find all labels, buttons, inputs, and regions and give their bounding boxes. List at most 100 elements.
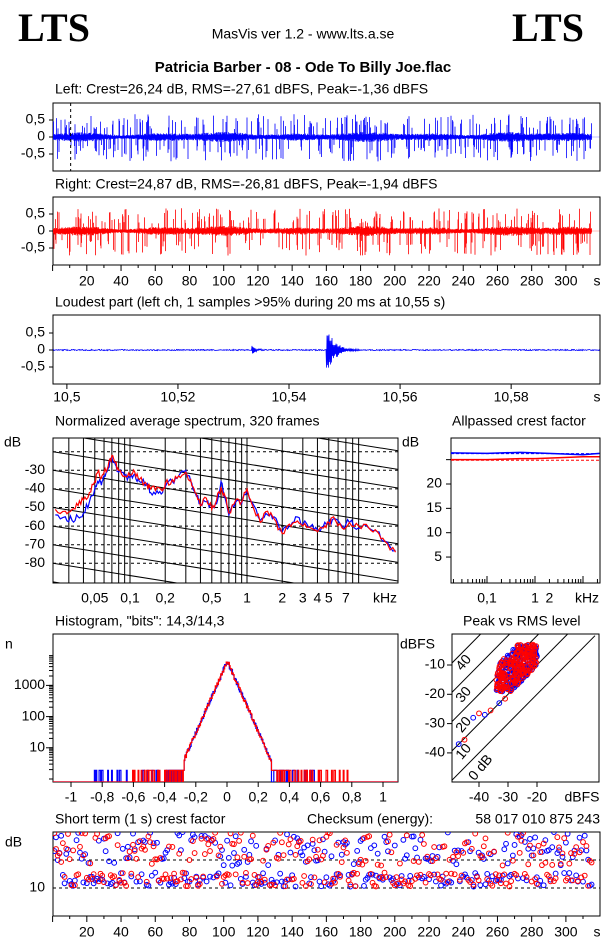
crest-short-point-right (89, 876, 95, 882)
histogram-series-right (53, 661, 398, 782)
peak-rms-point-right (516, 669, 523, 676)
crest-short-point-left (533, 874, 540, 881)
time-axis-label: 20 (79, 273, 95, 289)
crest-short-point-right (301, 873, 308, 879)
crest-short-xtick-label: 60 (147, 924, 163, 940)
time-axis-label: 60 (147, 273, 163, 289)
histogram-xtick-label: -0,8 (90, 789, 114, 805)
peak-rms-point-right (503, 662, 510, 669)
crest-short-point-left (556, 847, 562, 854)
crest-short-point-left (400, 837, 407, 843)
crest-short-point-right (359, 861, 366, 868)
crest-short-point-left (576, 834, 583, 841)
crest-short-point-left (148, 872, 155, 879)
crest-short-point-left (287, 849, 294, 856)
crest-short-point-right (268, 881, 275, 888)
crest-short-point-right (195, 882, 201, 889)
crest-short-point-right (335, 870, 342, 877)
crest-short-point-right (333, 841, 340, 848)
crest-short-point-left (470, 883, 477, 890)
crest-short-point-left (260, 870, 266, 877)
crest-short-point-right (503, 880, 509, 887)
crest-short-point-right (554, 834, 561, 841)
loudest-xtick-label: 10,52 (160, 389, 195, 405)
crest-short-point-right (106, 833, 112, 840)
spectrum-ytick-label: -50 (25, 498, 45, 514)
crest-short-point-left (241, 846, 248, 853)
loudest-xtick-label: 10,5 (53, 389, 80, 405)
crest-short-point-right (320, 852, 326, 859)
crest-short-point-right (492, 871, 499, 878)
crest-short-point-right (521, 870, 528, 877)
allpassed-xtick-label: 1 (531, 590, 539, 606)
spectrum-slope-line (80, 438, 398, 489)
crest-short-xtick-label: 120 (246, 924, 270, 940)
peak-rms-xunit: dBFS (564, 789, 599, 805)
checksum-label: Checksum (energy): (307, 811, 433, 827)
spectrum-xtick-label: 5 (325, 590, 333, 606)
spectrum-slope-line (53, 507, 398, 563)
crest-short-point-left (551, 832, 557, 835)
allpassed-series (451, 451, 600, 461)
crest-short-point-left (95, 837, 102, 844)
crest-short-point-left (434, 853, 441, 860)
spectrum-xtick-label: 0,2 (155, 590, 175, 606)
crest-short-point-right (441, 843, 448, 850)
crest-short-point-right (539, 862, 545, 869)
crest-short-point-left (530, 845, 537, 852)
crest-short-point-left (412, 845, 419, 852)
crest-short-point-left (371, 842, 378, 849)
crest-short-point-left (361, 882, 367, 889)
crest-short-point-right (432, 855, 439, 862)
crest-short-point-left (152, 869, 159, 876)
crest-short-point-right (342, 837, 349, 844)
crest-short-point-right (513, 872, 520, 878)
crest-diagonal-line (452, 634, 569, 752)
histogram-series (53, 661, 398, 782)
crest-short-point-right (489, 882, 496, 889)
crest-short-point-right (123, 883, 130, 889)
crest-short-point-left (391, 842, 398, 849)
crest-short-point-right (190, 838, 196, 845)
crest-short-point-right (280, 852, 287, 858)
spectrum-slope-line (197, 438, 398, 470)
peak-rms-xtick-label: -20 (527, 789, 547, 805)
crest-short-point-right (338, 859, 345, 865)
crest-short-point-left (532, 834, 539, 841)
left-channel-waveform (53, 114, 600, 162)
allpassed-plot-frame (450, 437, 601, 584)
crest-short-point-left (243, 873, 249, 880)
spectrum-title: Normalized average spectrum, 320 frames (55, 413, 320, 429)
loudest-ytick-label: 0 (37, 341, 45, 357)
crest-short-point-left (506, 873, 513, 880)
peak-rms-point-right (526, 664, 532, 670)
crest-short-point-right (70, 847, 77, 854)
crest-short-point-right (574, 878, 581, 884)
allpassed-ylabel: dB (402, 434, 419, 450)
crest-short-point-left (128, 873, 135, 880)
peak-rms-point-right (529, 660, 536, 667)
peak-rms-ytick-label: -20 (425, 685, 445, 701)
crest-short-point-left (462, 871, 468, 878)
crest-short-point-right (535, 842, 542, 849)
crest-diagonal-line (452, 634, 511, 693)
histogram-title: Histogram, "bits": 14,3/14,3 (55, 613, 225, 629)
crest-short-point-right (285, 841, 292, 848)
crest-short-xtick-label: 180 (349, 924, 373, 940)
crest-short-point-left (342, 841, 349, 848)
crest-short-point-left (198, 833, 205, 839)
crest-short-point-right (366, 833, 373, 840)
crest-short-point-left (581, 832, 588, 839)
left-channel-ytick-label: -0,5 (21, 145, 45, 161)
crest-short-point-right (357, 856, 364, 863)
spectrum-ytick-label: -70 (25, 535, 45, 551)
crest-short-point-left (407, 873, 414, 879)
crest-short-point-right (114, 842, 121, 848)
crest-short-point-right (525, 861, 532, 868)
crest-short-point-left (338, 851, 345, 858)
crest-short-point-right (419, 832, 426, 838)
peak-rms-ytick-label: -10 (425, 656, 445, 672)
crest-short-point-left (385, 848, 391, 855)
crest-short-point-right (99, 872, 106, 879)
histogram-xtick-label: 0,8 (342, 789, 362, 805)
